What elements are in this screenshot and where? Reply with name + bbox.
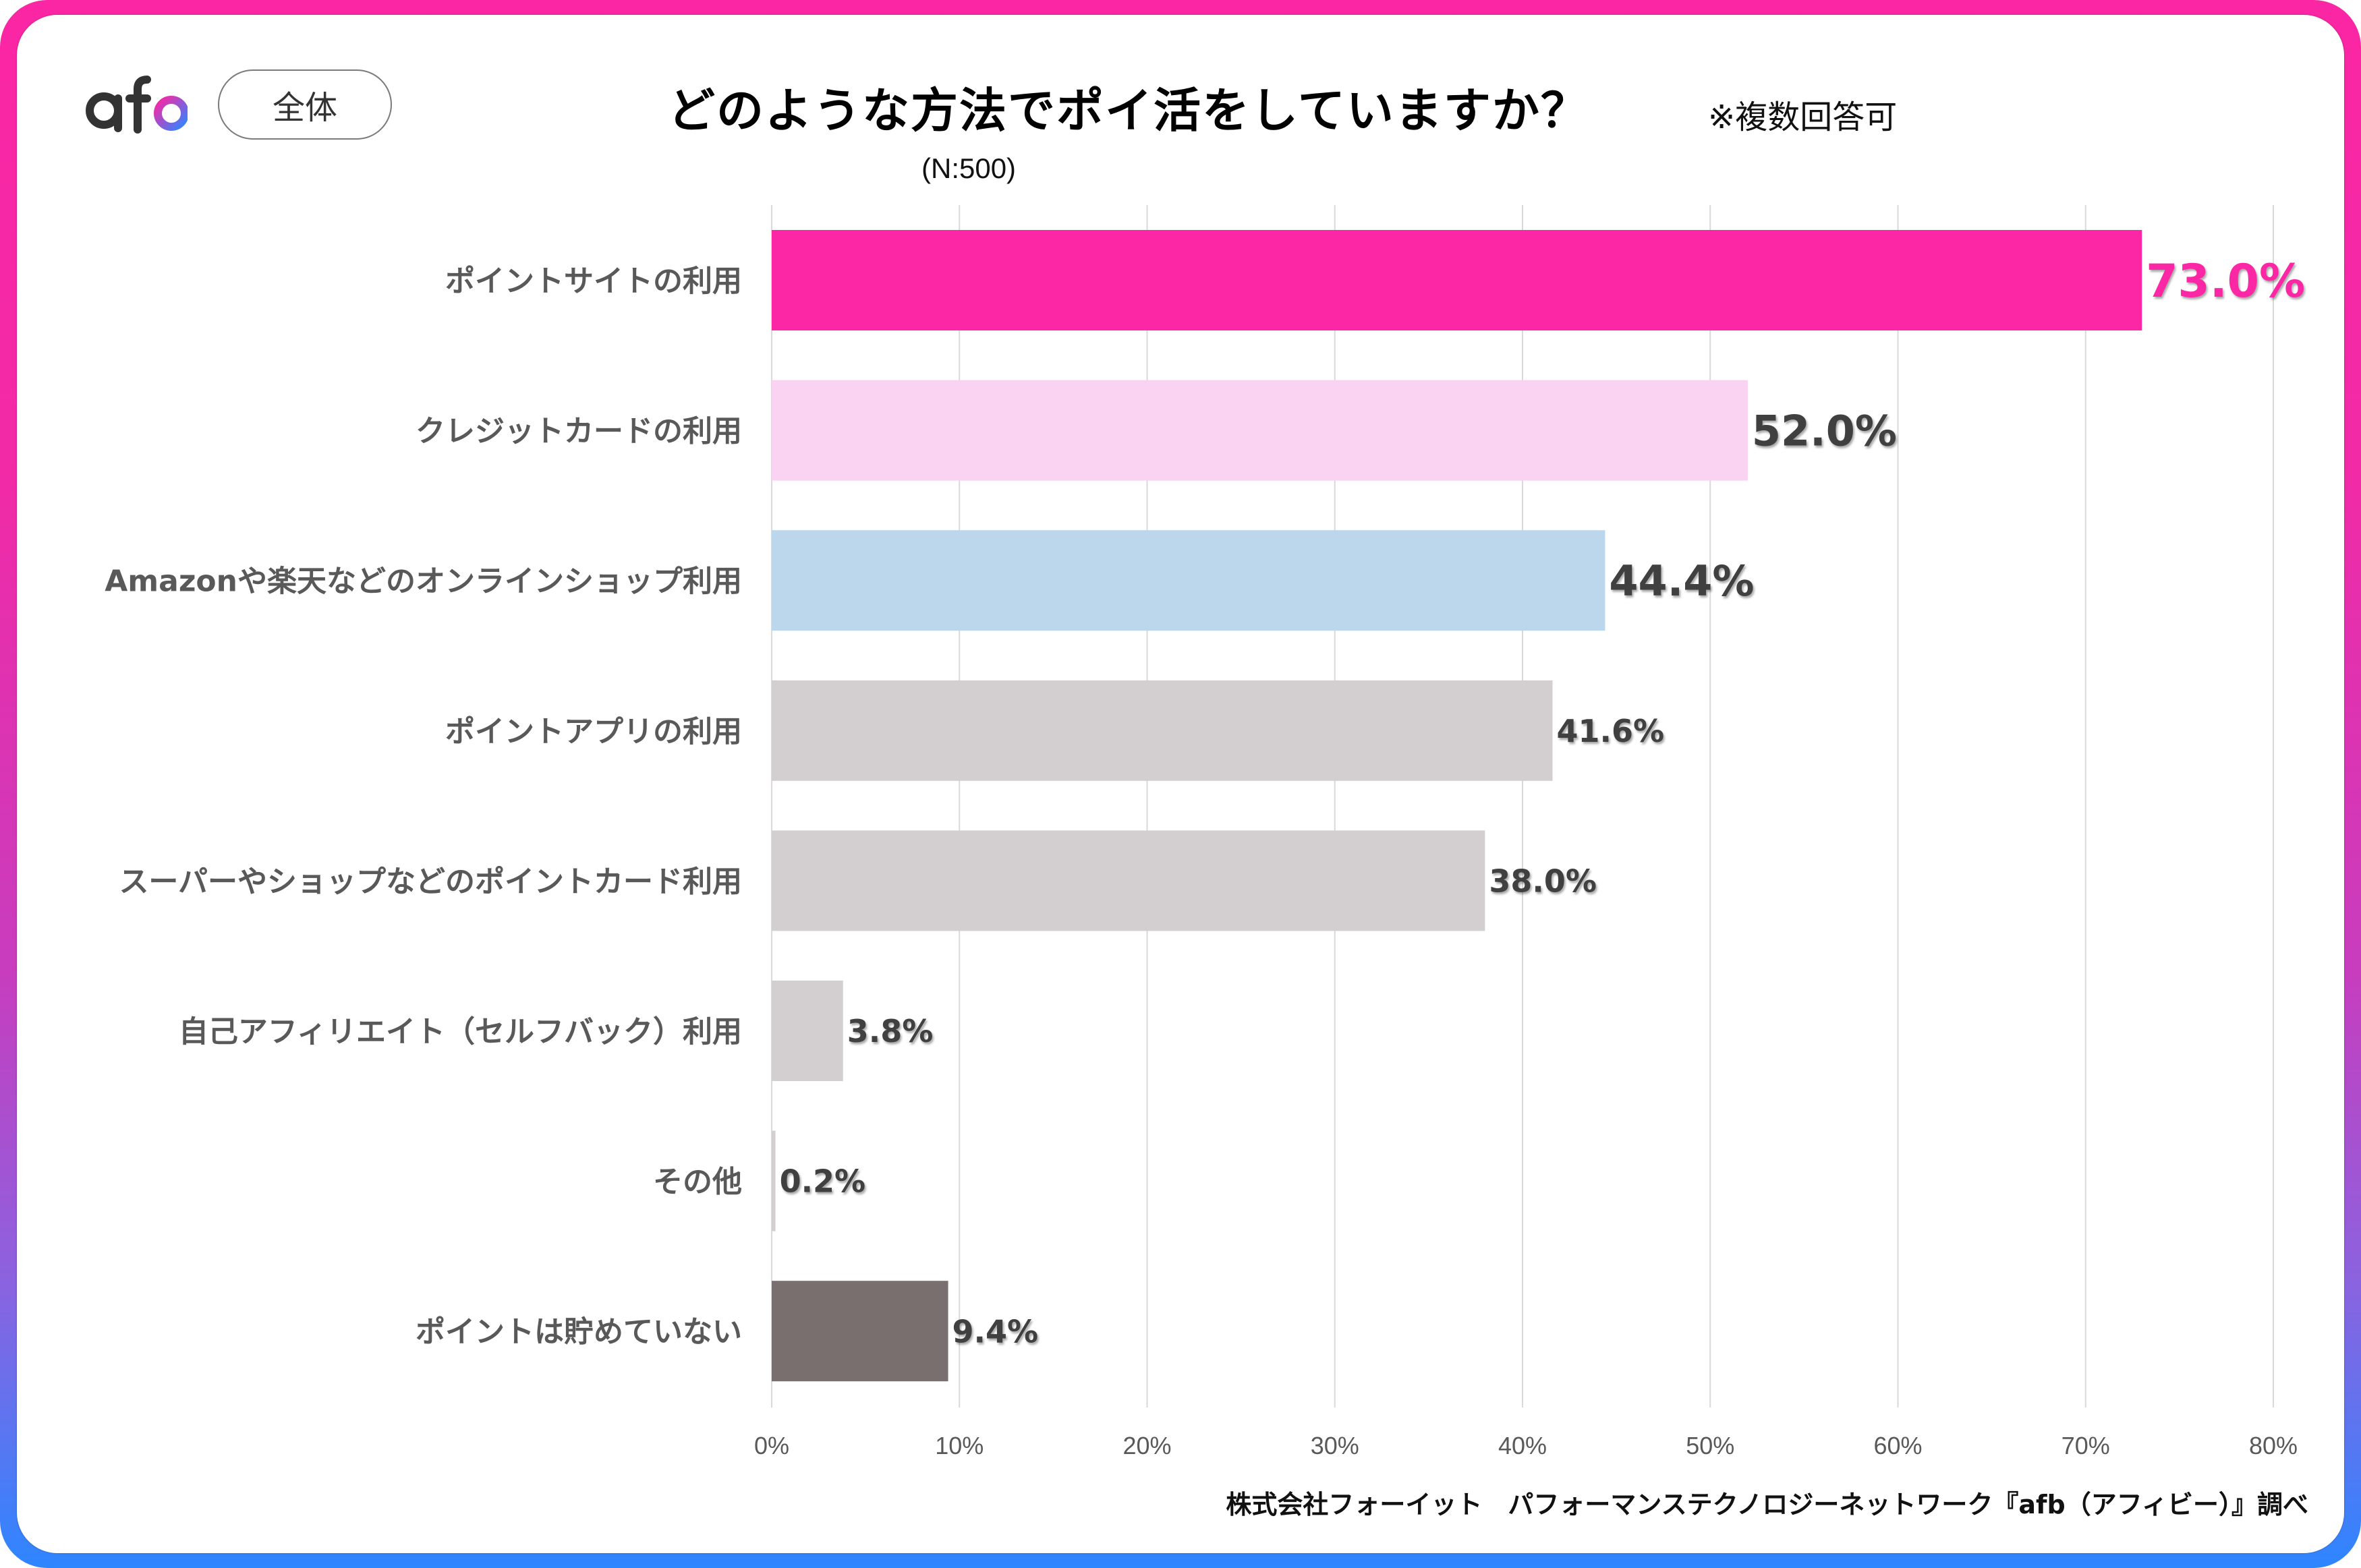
segment-badge[interactable]: 全体: [218, 69, 392, 140]
value-label: 3.8%: [847, 1013, 934, 1049]
bar: [772, 981, 843, 1081]
bar: [772, 1281, 948, 1382]
category-label: ポイントアプリの利用: [445, 714, 742, 749]
x-tick-label: 40%: [1498, 1432, 1547, 1459]
sample-size: (N:500): [921, 152, 1017, 184]
x-tick-label: 80%: [2249, 1432, 2298, 1459]
x-tick-label: 70%: [2061, 1432, 2110, 1459]
x-tick-label: 20%: [1122, 1432, 1171, 1459]
bar: [772, 830, 1485, 931]
bars: [772, 230, 2142, 1382]
bar: [772, 680, 1553, 781]
multiple-answer-note: ※複数回答可: [1708, 98, 1898, 136]
bar: [772, 530, 1605, 631]
category-label: ポイントサイトの利用: [445, 264, 742, 299]
value-label: 52.0%: [1752, 406, 1897, 455]
bar: [772, 380, 1748, 481]
x-tick-label: 10%: [935, 1432, 984, 1459]
segment-badge-label: 全体: [272, 89, 337, 127]
category-label: ポイントは貯めていない: [416, 1315, 742, 1349]
category-label: 自己アフィリエイト（セルフバック）利用: [179, 1015, 742, 1049]
value-label: 38.0%: [1489, 863, 1597, 899]
afb-logo: afb: [86, 69, 188, 134]
x-tick-label: 0%: [754, 1432, 789, 1459]
bar: [772, 1130, 776, 1231]
x-tick-label: 30%: [1311, 1432, 1359, 1459]
chart-title: どのような方法でポイ活をしていますか？: [668, 83, 1589, 138]
value-label: 44.4%: [1609, 556, 1754, 606]
category-label: その他: [653, 1165, 742, 1199]
source-credit: 株式会社フォーイット パフォーマンステクノロジーネットワーク『afb（アフィビー…: [1226, 1490, 2308, 1519]
bar: [772, 230, 2142, 330]
x-tick-label: 60%: [1873, 1432, 1922, 1459]
category-label: Amazonや楽天などのオンラインショップ利用: [105, 564, 742, 599]
value-label: 41.6%: [1557, 713, 1665, 749]
value-label: 0.2%: [780, 1163, 866, 1200]
value-label: 73.0%: [2146, 255, 2305, 308]
category-label: スーパーやショップなどのポイントカード利用: [119, 865, 742, 899]
value-label: 9.4%: [952, 1313, 1039, 1349]
value-labels: 73.0% 52.0% 44.4% 41.6% 38.0% 3.8% 0.2% 9.4%: [780, 255, 2306, 1349]
x-axis-tick-labels: 0% 10% 20% 30% 40% 50% 60% 70% 80%: [754, 1432, 2298, 1459]
category-label: クレジットカードの利用: [416, 414, 742, 448]
x-tick-label: 50%: [1686, 1432, 1734, 1459]
